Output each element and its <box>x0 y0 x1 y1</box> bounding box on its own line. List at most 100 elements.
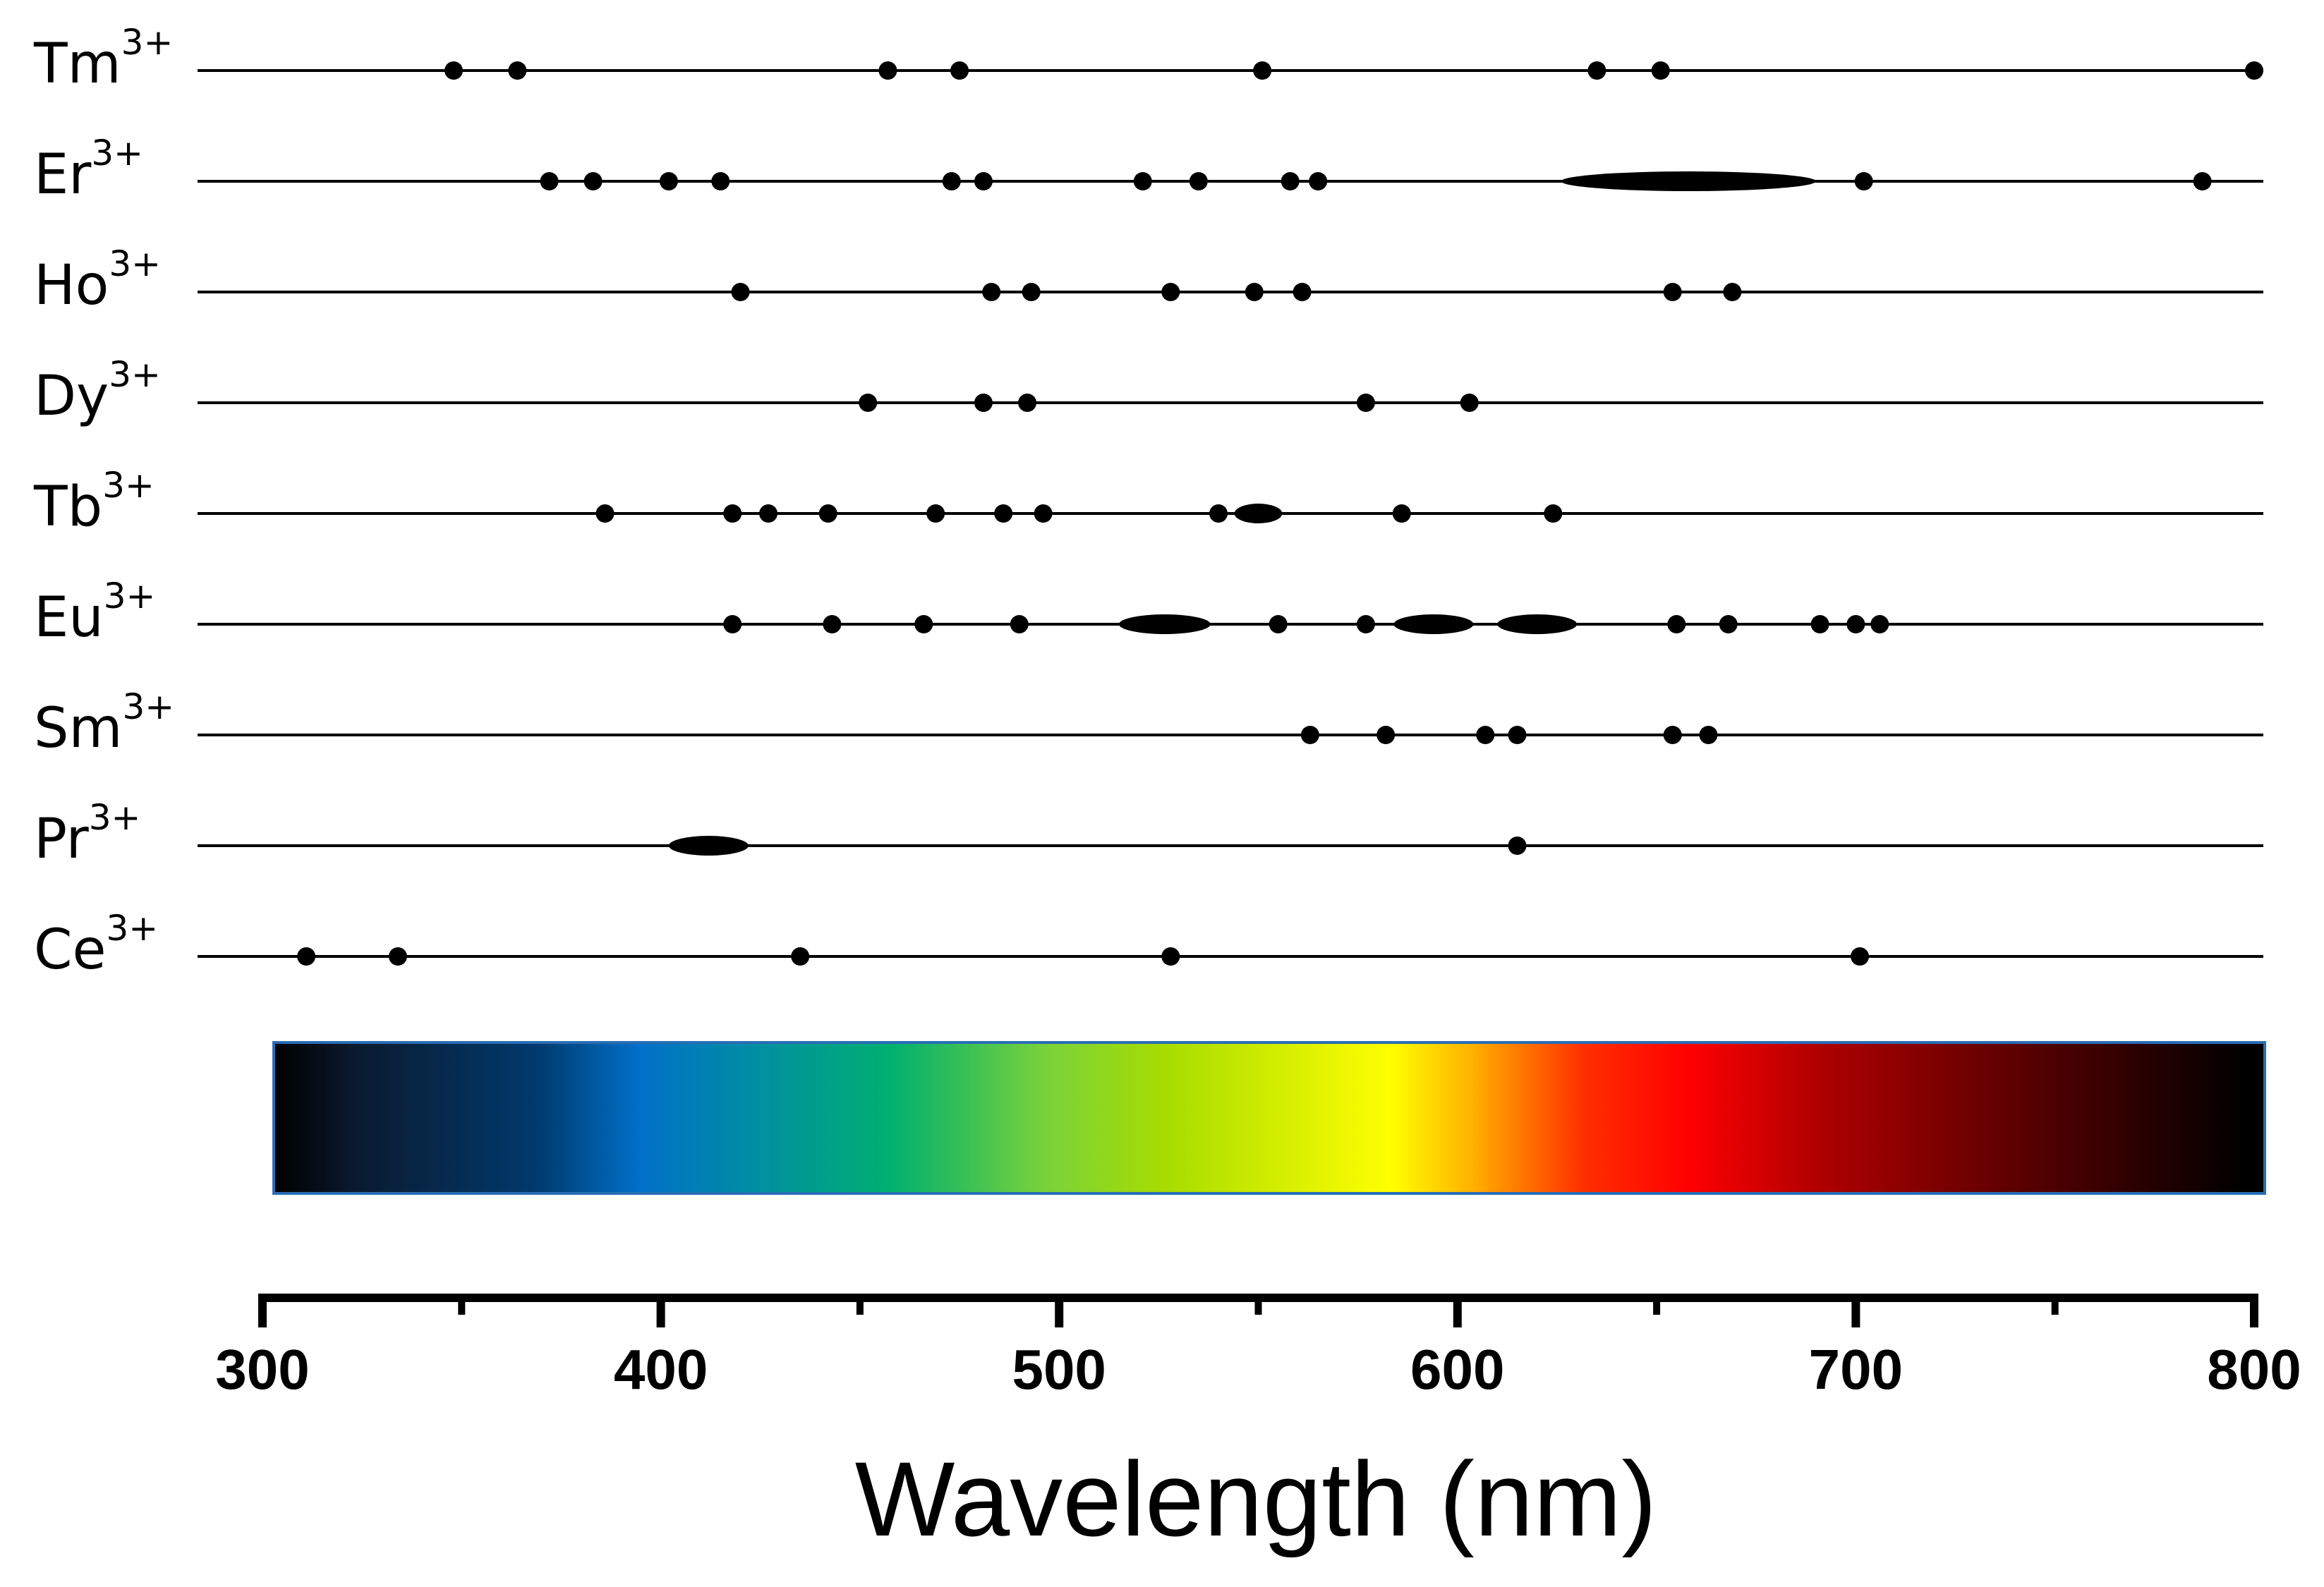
ion-label-eu: Eu3+ <box>34 578 155 645</box>
series-ho <box>198 283 2263 301</box>
ion-symbol: Ho <box>34 254 109 317</box>
emission-line-point <box>914 615 933 633</box>
ion-charge: 3+ <box>91 133 144 174</box>
emission-band <box>1393 614 1474 634</box>
emission-line-point <box>926 504 945 523</box>
ion-label-tb: Tb3+ <box>34 468 155 535</box>
emission-line-point <box>1544 504 1563 523</box>
emission-line-point <box>974 394 993 412</box>
emission-line-point <box>595 504 615 523</box>
ion-charge: 3+ <box>109 243 162 284</box>
ion-symbol: Er <box>34 143 92 207</box>
ion-label-dy: Dy3+ <box>34 357 161 424</box>
emission-line-point <box>1854 172 1873 190</box>
series-tm <box>198 61 2263 80</box>
emission-line-point <box>1851 947 1870 966</box>
emission-band <box>1497 614 1578 634</box>
emission-line-point <box>1245 283 1264 301</box>
series-tb <box>198 504 2263 523</box>
emission-line-point <box>1293 283 1312 301</box>
emission-line-point <box>1022 283 1041 301</box>
ion-symbol: Tm <box>34 32 121 96</box>
emission-line-point <box>942 172 961 190</box>
series-er <box>198 171 2263 191</box>
emission-line-point <box>1189 172 1208 190</box>
ion-label-sm: Sm3+ <box>34 689 174 756</box>
ion-charge: 3+ <box>88 797 141 838</box>
emission-line-point <box>723 615 742 633</box>
emission-line-point <box>2245 61 2263 80</box>
emission-line-point <box>1281 172 1300 190</box>
emission-line-point <box>1651 61 1670 80</box>
emission-line-point <box>1034 504 1053 523</box>
emission-line-point <box>878 61 897 80</box>
emission-line-point <box>1392 504 1411 523</box>
emission-line-point <box>1476 726 1495 744</box>
x-axis <box>258 1294 2258 1327</box>
emission-band <box>1234 504 1283 523</box>
emission-line-point <box>823 615 842 633</box>
series-pr <box>198 836 2263 856</box>
series-dy <box>198 394 2263 412</box>
series-eu <box>198 614 2263 634</box>
emission-line-point <box>540 172 559 190</box>
emission-line-point <box>1018 394 1037 412</box>
emission-line-point <box>1376 726 1396 744</box>
emission-line-point <box>723 504 742 523</box>
emission-line-point <box>1460 394 1479 412</box>
ion-label-er: Er3+ <box>34 135 143 202</box>
emission-line-point <box>1253 61 1272 80</box>
emission-line-point <box>659 172 678 190</box>
ion-symbol: Eu <box>34 586 104 650</box>
emission-line-point <box>1269 615 1288 633</box>
ion-label-ce: Ce3+ <box>34 911 158 978</box>
emission-line-point <box>1699 726 1718 744</box>
ion-symbol: Ce <box>34 918 107 982</box>
emission-line-point <box>1161 947 1180 966</box>
ion-label-pr: Pr3+ <box>34 800 140 867</box>
x-tick-label: 600 <box>1410 1338 1505 1401</box>
emission-line-point <box>1300 726 1319 744</box>
ion-symbol: Pr <box>34 808 89 871</box>
emission-line-point <box>859 394 878 412</box>
emission-line-point <box>1587 61 1606 80</box>
emission-line-point <box>1356 615 1375 633</box>
emission-line-point <box>1209 504 1228 523</box>
emission-line-point <box>818 504 837 523</box>
visible-spectrum-colorbar <box>272 1041 2266 1195</box>
ion-label-ho: Ho3+ <box>34 246 161 313</box>
emission-line-point <box>1508 837 1527 855</box>
emission-line-point <box>731 283 750 301</box>
emission-line-point <box>1723 283 1742 301</box>
x-tick-label: 800 <box>2207 1338 2301 1401</box>
emission-line-point <box>2193 172 2212 190</box>
emission-line-point <box>1508 726 1527 744</box>
emission-line-point <box>791 947 810 966</box>
ion-charge: 3+ <box>122 686 175 727</box>
ion-symbol: Sm <box>34 697 123 760</box>
emission-line-point <box>1663 283 1682 301</box>
emission-line-point <box>1010 615 1029 633</box>
ion-symbol: Dy <box>34 365 109 428</box>
emission-line-point <box>711 172 730 190</box>
emission-line-point <box>388 947 407 966</box>
ion-charge: 3+ <box>106 908 159 949</box>
series-ce <box>198 947 2263 966</box>
emission-line-point <box>950 61 969 80</box>
emission-line-point <box>1133 172 1152 190</box>
x-tick-label: 700 <box>1808 1338 1904 1401</box>
x-axis-label: Wavelength (nm) <box>854 1440 1657 1558</box>
ion-charge: 3+ <box>103 576 156 616</box>
emission-line-point <box>1309 172 1328 190</box>
emission-line-point <box>1356 394 1375 412</box>
emission-line-point <box>297 947 316 966</box>
emission-line-point <box>444 61 464 80</box>
ion-charge: 3+ <box>102 465 155 506</box>
emission-line-point <box>1870 615 1889 633</box>
series-layer <box>198 61 2263 966</box>
emission-line-point <box>974 172 993 190</box>
ion-charge: 3+ <box>121 22 174 63</box>
emission-line-point <box>1161 283 1180 301</box>
emission-line-point <box>1663 726 1682 744</box>
